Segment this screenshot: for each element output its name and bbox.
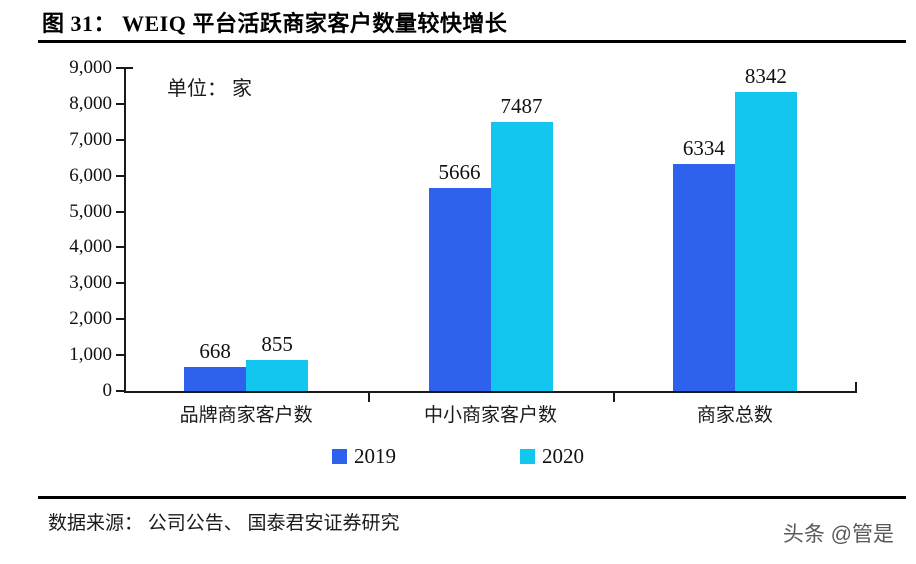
category-label: 商家总数 (696, 405, 773, 426)
y-axis-tick-label: 0 (102, 380, 113, 401)
bar-2020-3 (734, 91, 797, 391)
legend-label: 2020 (542, 444, 584, 468)
y-axis-tick-label: 1,000 (69, 344, 112, 366)
y-axis-tick (116, 67, 125, 69)
figure-title: 图 31： WEIQ 平台活跃商家客户数量较快增长 (42, 11, 508, 36)
unit-label: 单位： 家 (167, 78, 252, 100)
legend-label: 2019 (354, 444, 396, 468)
watermark: 头条 @管是 (782, 523, 894, 546)
y-axis-tick (116, 210, 125, 213)
y-axis-tick-label: 7,000 (69, 128, 112, 150)
y-axis-tick (116, 174, 125, 177)
legend-item-2019[interactable]: 2019 (332, 444, 396, 469)
y-axis-tick (116, 282, 125, 285)
chart-plot-area: 单位： 家 0 1,000 2,000 3,000 4,000 5,000 6,000 7,0… (0, 52, 916, 492)
y-axis-tick (116, 138, 125, 141)
bar-value-label: 668 (199, 339, 231, 364)
category-label: 品牌商家客户数 (179, 405, 313, 426)
y-axis-tick (116, 246, 125, 249)
bar-2019-2 (428, 187, 491, 391)
x-axis-separator (368, 393, 371, 402)
x-axis-end-cap (855, 382, 857, 393)
y-axis-tick (116, 102, 125, 105)
y-axis-tick-label: 6,000 (69, 164, 112, 186)
legend-swatch-icon (332, 449, 347, 464)
legend-item-2020[interactable]: 2020 (520, 444, 584, 469)
legend-swatch-icon (520, 449, 535, 464)
y-axis-tick-label: 3,000 (69, 272, 112, 294)
y-axis-tick-label: 5,000 (69, 200, 112, 222)
chart-legend: 2019 2020 (0, 444, 916, 469)
y-axis-tick-label: 8,000 (69, 92, 112, 114)
source-note: 数据来源： 公司公告、 国泰君安证券研究 (48, 513, 400, 534)
bar-value-label: 8342 (744, 63, 787, 88)
title-divider (38, 40, 906, 43)
y-axis-tick-label: 9,000 (69, 57, 112, 78)
bar-value-label: 855 (261, 332, 293, 357)
bar-2019-1 (184, 367, 247, 391)
category-label: 中小商家客户数 (423, 405, 557, 426)
x-axis-line (124, 391, 857, 393)
bars-layer (0, 52, 916, 391)
y-axis-top-cap (124, 67, 133, 69)
bar-value-label: 6334 (682, 135, 725, 160)
y-axis-tick-label: 4,000 (69, 236, 112, 258)
bar-value-label: 5666 (438, 159, 481, 184)
x-axis-separator (612, 393, 615, 402)
footer-divider (38, 496, 906, 499)
y-axis-tick (116, 318, 125, 321)
bar-value-label: 7487 (500, 94, 543, 119)
bar-2019-3 (672, 163, 735, 391)
bar-2020-2 (490, 122, 553, 391)
y-axis-tick-label: 2,000 (69, 308, 112, 330)
y-axis-tick (116, 354, 125, 357)
y-axis-line (124, 67, 126, 393)
bar-2020-1 (246, 360, 309, 391)
y-axis-tick (116, 390, 125, 392)
